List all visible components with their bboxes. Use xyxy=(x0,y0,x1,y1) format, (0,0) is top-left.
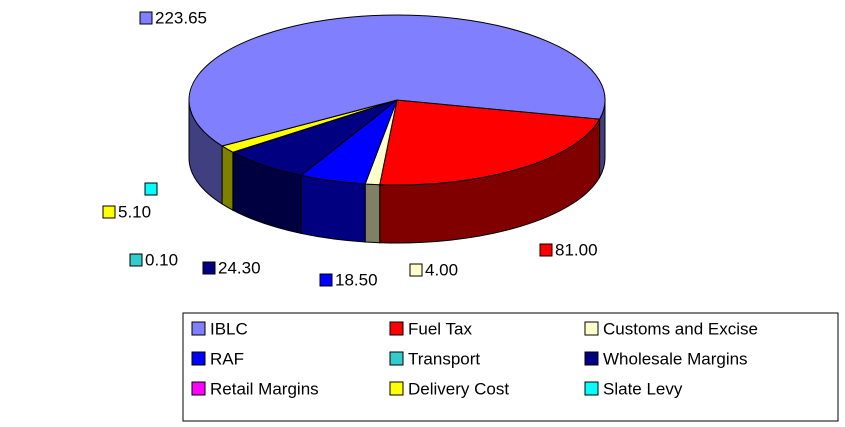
pie-wall xyxy=(300,174,366,243)
data-label-key xyxy=(102,205,116,219)
legend-label: Fuel Tax xyxy=(408,319,472,338)
data-label-key xyxy=(202,261,216,275)
data-label-key xyxy=(539,243,553,257)
legend-label: RAF xyxy=(210,349,244,368)
legend-label: Transport xyxy=(408,349,480,368)
legend-label: Delivery Cost xyxy=(408,379,509,398)
pie-wall xyxy=(221,145,234,212)
legend-key xyxy=(191,351,206,366)
data-label: 223.65 xyxy=(155,8,207,27)
data-label: 5.10 xyxy=(118,202,151,221)
legend-label: Slate Levy xyxy=(603,379,683,398)
legend-label: Wholesale Margins xyxy=(603,349,748,368)
pie-tops xyxy=(188,14,606,186)
legend-key xyxy=(584,351,599,366)
legend-box xyxy=(182,312,839,422)
data-label: 4.00 xyxy=(425,260,458,279)
data-label-key xyxy=(129,253,143,267)
data-label-key xyxy=(144,182,158,196)
data-label-key xyxy=(409,263,423,277)
pie-wall xyxy=(364,183,381,244)
legend-label: IBLC xyxy=(210,319,248,338)
data-label: 18.50 xyxy=(335,270,378,289)
data-label: 81.00 xyxy=(555,240,598,259)
legend-key xyxy=(191,381,206,396)
legend-key xyxy=(389,351,404,366)
data-label: 24.30 xyxy=(218,258,261,277)
legend-key xyxy=(584,381,599,396)
data-label: 0.10 xyxy=(145,250,178,269)
pie-walls xyxy=(188,99,606,244)
pie-slice xyxy=(188,14,606,147)
pie-slice xyxy=(379,99,601,186)
legend-key xyxy=(389,381,404,396)
legend-label: Retail Margins xyxy=(210,379,319,398)
legend-key xyxy=(191,321,206,336)
legend-label: Customs and Excise xyxy=(603,319,758,338)
data-label-key xyxy=(319,273,333,287)
legend-key xyxy=(389,321,404,336)
legend-key xyxy=(584,321,599,336)
data-label-key xyxy=(139,11,153,25)
